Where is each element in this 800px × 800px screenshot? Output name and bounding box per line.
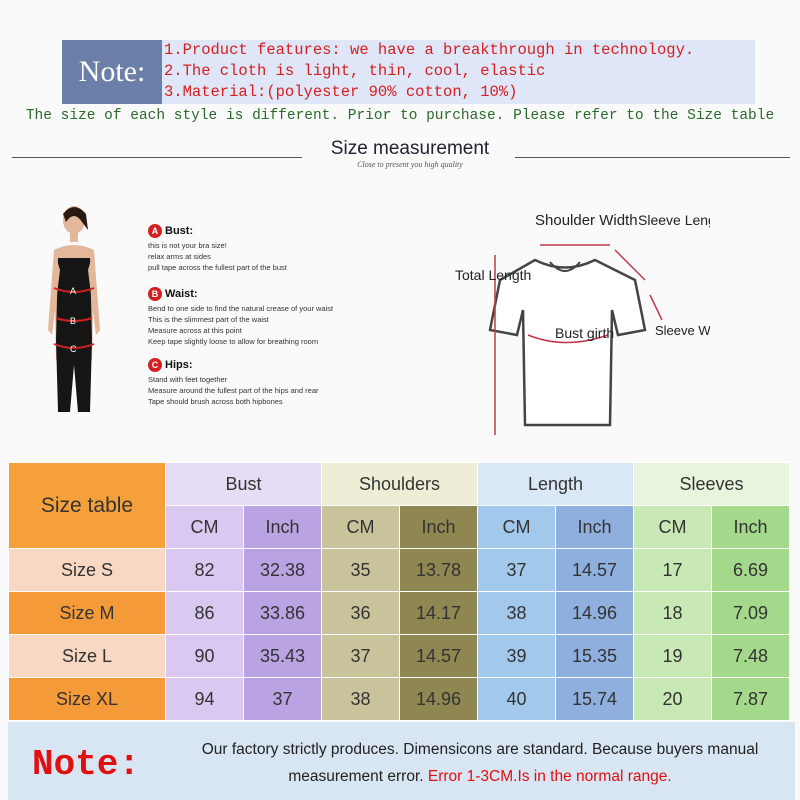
- table-cell: 19: [633, 634, 712, 678]
- table-cell: 7.87: [711, 677, 790, 721]
- table-cell: 94: [165, 677, 244, 721]
- divider: [12, 157, 302, 158]
- size-label: Size M: [8, 591, 166, 635]
- table-cell: 35: [321, 548, 400, 592]
- table-cell: 38: [321, 677, 400, 721]
- table-cell: 38: [477, 591, 556, 635]
- unit-header: CM: [165, 505, 244, 549]
- table-cell: 90: [165, 634, 244, 678]
- table-cell: 20: [633, 677, 712, 721]
- table-row: Size L 90 35.43 37 14.57 39 15.35 19 7.48: [8, 634, 790, 678]
- model-figure: A B C: [48, 206, 100, 412]
- table-cell: 86: [165, 591, 244, 635]
- table-cell: 39: [477, 634, 556, 678]
- instruction-hips: C Hips: Stand with feet together Measure a…: [148, 358, 319, 406]
- unit-header: Inch: [399, 505, 478, 549]
- svg-text:A: A: [70, 286, 76, 296]
- table-cell: 14.57: [555, 548, 634, 592]
- sleeve-length-label: Sleeve Length: [638, 212, 710, 228]
- bottom-note-box: [8, 722, 795, 800]
- note-label: Note:: [62, 40, 162, 104]
- section-title: Size measurement: [330, 138, 490, 159]
- measure-lines: [53, 287, 95, 349]
- badge-c: C: [148, 358, 162, 372]
- table-row: Size M 86 33.86 36 14.17 38 14.96 18 7.09: [8, 591, 790, 635]
- table-cell: 14.96: [555, 591, 634, 635]
- size-label: Size L: [8, 634, 166, 678]
- table-cell: 40: [477, 677, 556, 721]
- badge-b: B: [148, 287, 162, 301]
- feature-line: 2.The cloth is light, thin, cool, elasti…: [164, 62, 546, 80]
- table-cell: 82: [165, 548, 244, 592]
- instruction-bust: A Bust: this is not your bra size! relax a…: [148, 224, 287, 272]
- table-cell: 35.43: [243, 634, 322, 678]
- table-cell: 7.48: [711, 634, 790, 678]
- table-cell: 13.78: [399, 548, 478, 592]
- product-features: 1.Product features: we have a breakthrou…: [162, 40, 755, 104]
- tshirt-diagram: Shoulder Width Sleeve Length Total Lengt…: [455, 212, 710, 435]
- table-cell: 15.35: [555, 634, 634, 678]
- svg-text:B: B: [70, 316, 76, 326]
- table-cell: 14.57: [399, 634, 478, 678]
- table-cell: 7.09: [711, 591, 790, 635]
- bust-girth-label: Bust girth: [555, 325, 614, 341]
- divider: [515, 157, 790, 158]
- unit-header: Inch: [555, 505, 634, 549]
- table-row: Size S 82 32.38 35 13.78 37 14.57 17 6.69: [8, 548, 790, 592]
- table-cell: 36: [321, 591, 400, 635]
- svg-text:C: C: [70, 344, 77, 354]
- table-row: Size XL 94 37 38 14.96 40 15.74 20 7.87: [8, 677, 790, 721]
- feature-line: 1.Product features: we have a breakthrou…: [164, 41, 695, 59]
- error-range: Error 1-3CM.Is in the normal range.: [427, 768, 672, 785]
- table-cell: 18: [633, 591, 712, 635]
- feature-line: 3.Material:(polyester 90% cotton, 10%): [164, 83, 518, 101]
- unit-header: CM: [321, 505, 400, 549]
- size-label: Size S: [8, 548, 166, 592]
- table-cell: 37: [321, 634, 400, 678]
- table-cell: 33.86: [243, 591, 322, 635]
- group-header-length: Length: [477, 462, 634, 506]
- table-cell: 15.74: [555, 677, 634, 721]
- group-header-sleeves: Sleeves: [633, 462, 790, 506]
- table-cell: 32.38: [243, 548, 322, 592]
- table-cell: 14.96: [399, 677, 478, 721]
- unit-header: CM: [633, 505, 712, 549]
- unit-header: CM: [477, 505, 556, 549]
- size-table: Size table Bust Shoulders Length Sleeves…: [8, 462, 790, 721]
- total-length-label: Total Length: [455, 267, 531, 283]
- table-cell: 37: [477, 548, 556, 592]
- size-table-title: Size table: [8, 462, 166, 549]
- table-cell: 14.17: [399, 591, 478, 635]
- bottom-note-text: Our factory strictly produces. Dimensico…: [201, 741, 759, 785]
- table-cell: 17: [633, 548, 712, 592]
- unit-header: Inch: [711, 505, 790, 549]
- size-note: The size of each style is different. Pri…: [25, 108, 775, 124]
- section-subtitle: Close to present you high quality: [357, 160, 463, 169]
- unit-header: Inch: [243, 505, 322, 549]
- badge-a: A: [148, 224, 162, 238]
- bottom-note-label: Note:: [32, 744, 141, 785]
- size-label: Size XL: [8, 677, 166, 721]
- instruction-waist: B Waist: Bend to one side to find the nat…: [148, 287, 334, 346]
- shoulder-label: Shoulder Width: [535, 212, 638, 229]
- group-header-bust: Bust: [165, 462, 322, 506]
- group-header-shoulders: Shoulders: [321, 462, 478, 506]
- sleeve-width-label: Sleeve Width: [655, 323, 710, 338]
- table-cell: 6.69: [711, 548, 790, 592]
- table-cell: 37: [243, 677, 322, 721]
